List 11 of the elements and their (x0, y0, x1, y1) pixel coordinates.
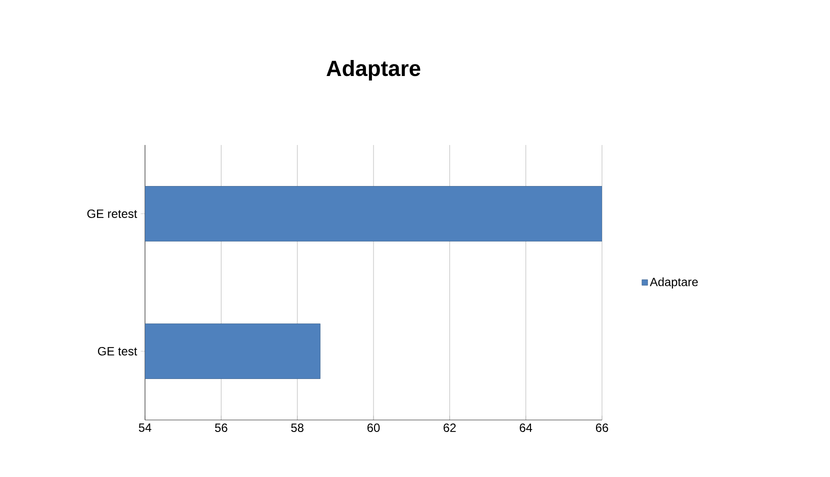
chart-title: Adaptare (326, 60, 420, 80)
x-tick-label: 58 (291, 424, 304, 432)
x-tick-label: 56 (215, 424, 228, 432)
x-tick-label: 64 (520, 424, 532, 432)
y-tick-label: GE test (98, 347, 138, 356)
x-tick-label: 62 (444, 424, 456, 432)
x-tick-label: 66 (596, 424, 608, 432)
y-tick-label: GE retest (87, 210, 138, 218)
legend-label: Adaptare (650, 277, 698, 289)
x-tick-label: 54 (138, 424, 152, 432)
x-tick-label: 60 (367, 424, 380, 432)
